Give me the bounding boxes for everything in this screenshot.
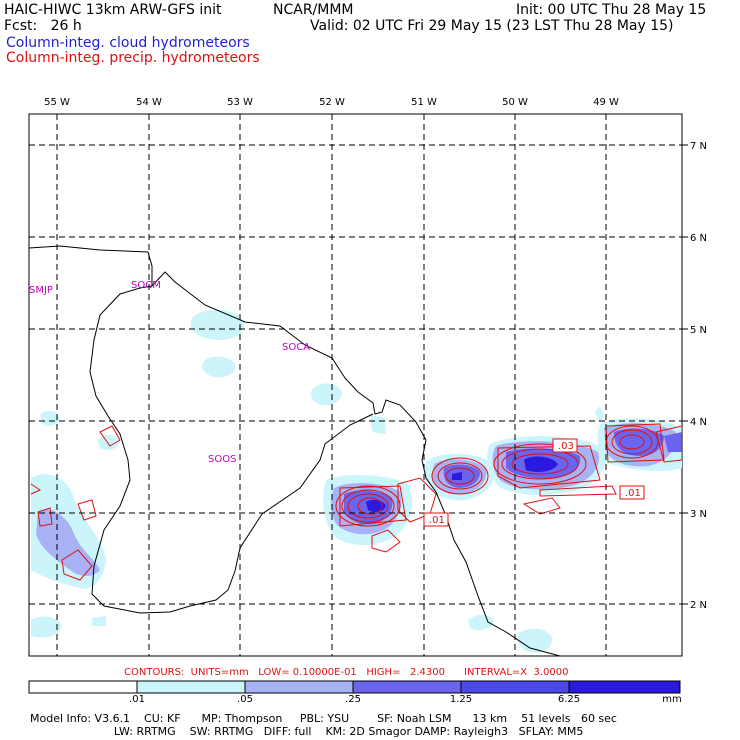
longitude-label: 55 W <box>44 97 70 108</box>
model-title: HAIC-HIWC 13km ARW-GFS init <box>4 2 222 18</box>
station-label: SOCA <box>282 342 310 353</box>
color-bar-swatch <box>136 680 246 694</box>
model-info-line1: Model Info: V3.6.1 CU: KF MP: Thompson P… <box>30 712 617 725</box>
contour-tag-label: .01 <box>625 488 641 499</box>
latitude-label: 6 N <box>690 233 707 244</box>
forecast-hour: Fcst: 26 h <box>4 18 82 34</box>
longitude-label: 51 W <box>411 97 437 108</box>
color-bar-swatch <box>352 680 462 694</box>
longitude-label: 50 W <box>502 97 528 108</box>
longitude-label: 49 W <box>593 97 619 108</box>
color-bar-label: .01 <box>129 694 145 705</box>
contours-info: CONTOURS: UNITS=mm LOW= 0.10000E-01 HIGH… <box>124 667 569 678</box>
latitude-label: 4 N <box>690 417 707 428</box>
valid-time: Valid: 02 UTC Fri 29 May 15 (23 LST Thu … <box>310 18 674 34</box>
axis-ticks <box>682 144 688 605</box>
latitude-label: 5 N <box>690 325 707 336</box>
color-bar-label: .25 <box>345 694 361 705</box>
longitude-label: 53 W <box>227 97 253 108</box>
lat-lon-grid <box>29 114 682 656</box>
longitude-label: 52 W <box>319 97 345 108</box>
color-bar-swatch <box>28 680 138 694</box>
color-bar-label: 6.25 <box>557 694 581 705</box>
station-label: SMJP <box>29 285 53 296</box>
model-info-line2: LW: RRTMG SW: RRTMG DIFF: full KM: 2D Sm… <box>30 725 584 738</box>
contour-tags <box>423 438 645 527</box>
cloud-field-title: Column-integ. cloud hydrometeors <box>6 35 250 51</box>
color-bar-label: 1.25 <box>449 694 473 705</box>
contour-tag-label: .01 <box>429 515 445 526</box>
map-frame <box>28 113 683 657</box>
color-bar-swatch <box>568 680 681 694</box>
color-bar-swatch <box>460 680 570 694</box>
init-time: Init: 00 UTC Thu 28 May 15 <box>516 2 707 18</box>
color-bar-swatch <box>244 680 354 694</box>
latitude-label: 7 N <box>690 141 707 152</box>
color-bar <box>28 680 681 694</box>
source-label: NCAR/MMM <box>273 2 354 18</box>
longitude-label: 54 W <box>136 97 162 108</box>
coastline <box>29 245 561 656</box>
precip-field-title: Column-integ. precip. hydrometeors <box>6 50 260 66</box>
latitude-label: 3 N <box>690 509 707 520</box>
color-bar-label: .05 <box>237 694 253 705</box>
station-label: SOOS <box>208 454 236 465</box>
station-label: SOCM <box>131 280 161 291</box>
contour-tag-label: .03 <box>558 441 574 452</box>
color-bar-units: mm <box>662 694 682 705</box>
latitude-label: 2 N <box>690 600 707 611</box>
